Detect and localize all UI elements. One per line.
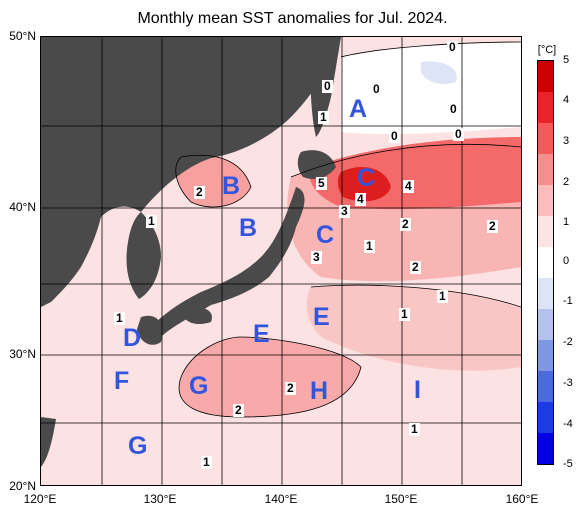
map-canvas [41,37,521,485]
lat-label-40n: 40°N [9,200,36,214]
colorbar-tick: 0 [563,255,570,267]
contour-label: 0 [447,40,458,54]
land-mainland-asia [41,37,341,307]
colorbar-segment [538,309,553,340]
colorbar-tick: 3 [563,135,570,147]
contour-label: 3 [311,250,322,264]
lon-label-140e: 140°E [264,492,298,506]
lat-label-30n: 30°N [9,347,36,361]
colorbar-segment [538,92,553,123]
region-label-e2: E [253,320,270,348]
colorbar-segment [538,216,553,247]
contour-label: 2 [285,381,296,395]
colorbar-segment [538,402,553,433]
region-label-c2: C [316,221,335,249]
land-korean-peninsula [126,212,161,299]
contour-label: 1 [146,214,157,228]
colorbar-segment [538,247,553,278]
region-label-b2: B [239,214,258,242]
colorbar-segment [538,123,553,154]
colorbar-segment [538,185,553,216]
lon-label-160e: 160°E [505,492,539,506]
colorbar-tick: 4 [563,94,570,106]
anomaly-core-c [337,167,391,202]
colorbar-tick: 1 [563,216,570,228]
lon-label-130e: 130°E [143,492,177,506]
contour-label: 0 [322,79,333,93]
map-grid [41,37,521,485]
colorbar-segment [538,340,553,371]
land-shikoku [181,306,212,325]
contour-label: 5 [316,176,327,190]
colorbar [537,60,554,465]
contour-label: 1 [399,307,410,321]
contour-label: 2 [400,217,411,231]
contour-label: 1 [437,289,448,303]
colorbar-tick: -3 [563,377,573,389]
region-label-h: H [310,377,329,405]
region-label-d: D [123,324,142,352]
contour-label: 0 [448,102,459,116]
contour-label: 2 [487,219,498,233]
anomaly-patch-e [306,285,521,371]
colorbar-segment [538,278,553,309]
colorbar-tick: -2 [563,336,573,348]
contour-label: 2 [410,260,421,274]
contour-label: 1 [318,110,329,124]
contour-label: 4 [355,192,366,206]
land-taiwan [41,417,56,467]
contour-label: 4 [403,179,414,193]
region-label-c1: C [357,164,376,192]
colorbar-tick: -5 [563,458,573,470]
lat-label-20n: 20°N [9,479,36,493]
contour-label: 0 [453,127,464,141]
land-honshu [151,187,305,337]
land-hokkaido [297,150,336,179]
colorbar-unit: [°C] [537,44,557,56]
contour-label: 3 [339,204,350,218]
colorbar-segment [538,61,553,92]
lon-label-120e: 120°E [23,492,57,506]
region-label-e1: E [313,303,330,331]
land-kyushu [137,315,163,345]
contour-label: 0 [389,129,400,143]
contour-lines [175,41,521,418]
region-label-a: A [349,95,368,123]
map-title: Monthly mean SST anomalies for Jul. 2024… [137,10,448,27]
colorbar-segment [538,154,553,185]
colorbar-segment [538,433,553,464]
lon-label-150e: 150°E [384,492,418,506]
contour-label: 2 [233,403,244,417]
contour-label: 1 [201,455,212,469]
region-label-f: F [114,367,130,395]
contour-label: 0 [371,82,382,96]
anomaly-patch-g [179,337,361,417]
colorbar-tick: -1 [563,295,573,307]
contour-label: 1 [364,239,375,253]
contour-label: 1 [409,422,420,436]
contour-label: 1 [114,311,125,325]
colorbar-tick: -4 [563,418,573,430]
region-label-i: I [414,376,421,404]
region-label-g1: G [189,372,209,400]
neutral-area-north [341,42,521,135]
region-label-b1: B [222,172,241,200]
lat-label-50n: 50°N [9,29,36,43]
contour-label: 2 [194,185,205,199]
sst-anomaly-map [40,36,522,486]
colorbar-segment [538,371,553,402]
cool-patch-north [421,61,457,84]
colorbar-tick: 5 [563,54,570,66]
region-label-g2: G [128,432,148,460]
colorbar-tick: 2 [563,176,570,188]
